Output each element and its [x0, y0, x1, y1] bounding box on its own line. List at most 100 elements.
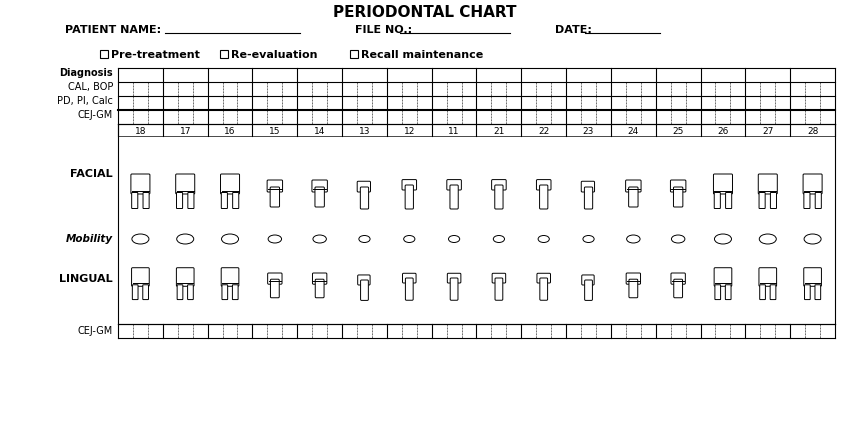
FancyBboxPatch shape — [132, 193, 138, 209]
Text: FILE NO.:: FILE NO.: — [355, 25, 412, 35]
Ellipse shape — [268, 235, 281, 243]
Ellipse shape — [626, 235, 640, 243]
Text: 12: 12 — [404, 127, 415, 136]
FancyBboxPatch shape — [267, 180, 282, 192]
FancyBboxPatch shape — [540, 185, 548, 209]
FancyBboxPatch shape — [143, 285, 149, 299]
FancyBboxPatch shape — [450, 278, 458, 300]
FancyBboxPatch shape — [447, 273, 461, 283]
Text: PATIENT NAME:: PATIENT NAME: — [65, 25, 162, 35]
Ellipse shape — [449, 235, 460, 242]
FancyBboxPatch shape — [177, 285, 183, 299]
FancyBboxPatch shape — [726, 193, 732, 209]
FancyBboxPatch shape — [133, 285, 138, 299]
FancyBboxPatch shape — [402, 180, 416, 190]
FancyBboxPatch shape — [222, 285, 228, 299]
Ellipse shape — [715, 234, 732, 244]
Text: 27: 27 — [762, 127, 774, 136]
FancyBboxPatch shape — [804, 193, 810, 209]
FancyBboxPatch shape — [536, 180, 551, 190]
Text: 25: 25 — [672, 127, 684, 136]
Text: FACIAL: FACIAL — [71, 169, 113, 179]
FancyBboxPatch shape — [540, 278, 547, 300]
Text: PD, PI, Calc: PD, PI, Calc — [57, 96, 113, 106]
FancyBboxPatch shape — [585, 187, 592, 209]
FancyBboxPatch shape — [581, 275, 594, 285]
Ellipse shape — [493, 235, 505, 242]
FancyBboxPatch shape — [450, 185, 458, 209]
Ellipse shape — [804, 234, 821, 244]
Text: 14: 14 — [314, 127, 326, 136]
Ellipse shape — [132, 234, 149, 244]
Text: 13: 13 — [359, 127, 371, 136]
Text: DATE:: DATE: — [555, 25, 592, 35]
Text: 26: 26 — [717, 127, 728, 136]
FancyBboxPatch shape — [714, 193, 720, 209]
Text: 23: 23 — [583, 127, 594, 136]
FancyBboxPatch shape — [714, 268, 732, 286]
FancyBboxPatch shape — [270, 187, 280, 207]
Text: CEJ-GM: CEJ-GM — [77, 326, 113, 336]
Text: 28: 28 — [807, 127, 819, 136]
Ellipse shape — [759, 234, 776, 244]
Text: LINGUAL: LINGUAL — [60, 274, 113, 284]
FancyBboxPatch shape — [177, 268, 194, 286]
FancyBboxPatch shape — [188, 193, 194, 209]
FancyBboxPatch shape — [270, 279, 280, 298]
Text: 22: 22 — [538, 127, 549, 136]
FancyBboxPatch shape — [221, 193, 228, 209]
Ellipse shape — [177, 234, 194, 244]
FancyBboxPatch shape — [132, 268, 150, 286]
FancyBboxPatch shape — [405, 278, 413, 300]
Text: 15: 15 — [269, 127, 280, 136]
Bar — [220, 50, 228, 58]
Text: 18: 18 — [134, 127, 146, 136]
FancyBboxPatch shape — [758, 174, 777, 194]
FancyBboxPatch shape — [626, 273, 641, 284]
Ellipse shape — [538, 235, 549, 242]
FancyBboxPatch shape — [760, 285, 765, 299]
FancyBboxPatch shape — [360, 187, 369, 209]
FancyBboxPatch shape — [492, 273, 506, 283]
Text: Mobility: Mobility — [66, 234, 113, 244]
FancyBboxPatch shape — [221, 268, 239, 286]
FancyBboxPatch shape — [188, 285, 193, 299]
FancyBboxPatch shape — [674, 279, 683, 298]
FancyBboxPatch shape — [581, 181, 594, 192]
Text: Diagnosis: Diagnosis — [60, 68, 113, 78]
FancyBboxPatch shape — [671, 273, 685, 284]
FancyBboxPatch shape — [626, 180, 641, 192]
Text: 21: 21 — [493, 127, 505, 136]
FancyBboxPatch shape — [585, 280, 592, 300]
FancyBboxPatch shape — [804, 268, 821, 286]
FancyBboxPatch shape — [725, 285, 731, 299]
Text: Pre-treatment: Pre-treatment — [111, 50, 200, 60]
FancyBboxPatch shape — [537, 273, 551, 283]
FancyBboxPatch shape — [131, 174, 150, 194]
FancyBboxPatch shape — [803, 174, 822, 194]
Text: 24: 24 — [627, 127, 639, 136]
Text: CAL, BOP: CAL, BOP — [68, 82, 113, 92]
FancyBboxPatch shape — [405, 185, 413, 209]
FancyBboxPatch shape — [629, 187, 638, 207]
FancyBboxPatch shape — [358, 275, 370, 285]
Ellipse shape — [404, 235, 415, 242]
FancyBboxPatch shape — [268, 273, 282, 284]
Ellipse shape — [672, 235, 685, 243]
Bar — [350, 50, 358, 58]
FancyBboxPatch shape — [403, 273, 416, 283]
Ellipse shape — [583, 235, 594, 242]
Text: PERIODONTAL CHART: PERIODONTAL CHART — [333, 5, 517, 20]
Bar — [100, 50, 108, 58]
FancyBboxPatch shape — [713, 174, 733, 194]
Text: 17: 17 — [179, 127, 191, 136]
FancyBboxPatch shape — [673, 187, 683, 207]
Ellipse shape — [313, 235, 326, 243]
FancyBboxPatch shape — [315, 279, 324, 298]
FancyBboxPatch shape — [770, 193, 777, 209]
FancyBboxPatch shape — [715, 285, 721, 299]
Text: 11: 11 — [448, 127, 460, 136]
Ellipse shape — [359, 235, 370, 242]
FancyBboxPatch shape — [233, 193, 239, 209]
FancyBboxPatch shape — [447, 180, 462, 190]
